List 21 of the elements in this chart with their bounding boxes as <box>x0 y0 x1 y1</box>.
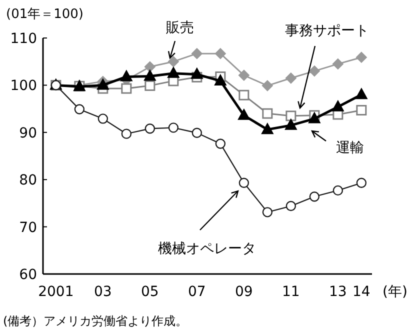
series-label: 販売 <box>166 20 194 36</box>
x-tick-label: 05 <box>141 284 159 300</box>
x-tick-label: 07 <box>188 284 206 300</box>
x-tick-label: 13 <box>329 284 347 300</box>
x-tick-label: 2001 <box>38 284 74 300</box>
x-tick-label: 11 <box>282 284 300 300</box>
x-tick-label: 03 <box>94 284 112 300</box>
y-tick-label: 80 <box>19 172 37 189</box>
text: 事務サポート <box>285 23 369 39</box>
x-tick-label: 09 <box>235 284 253 300</box>
y-tick-label: 110 <box>10 31 37 47</box>
series-label: 機械オペレータ <box>158 241 256 257</box>
text: (備考）アメリカ労働省より作成。 <box>3 314 188 328</box>
y-tick-label: 70 <box>19 220 37 236</box>
y-tick-label: 100 <box>10 78 37 94</box>
x-axis-title: (年) <box>382 284 408 300</box>
x-tick-label: 14 <box>352 284 370 300</box>
y-axis-title: (01年＝100) <box>6 7 84 22</box>
y-tick-label: 60 <box>19 267 37 283</box>
y-tick-label: 90 <box>19 125 37 142</box>
series-label: 運輸 <box>336 140 364 156</box>
